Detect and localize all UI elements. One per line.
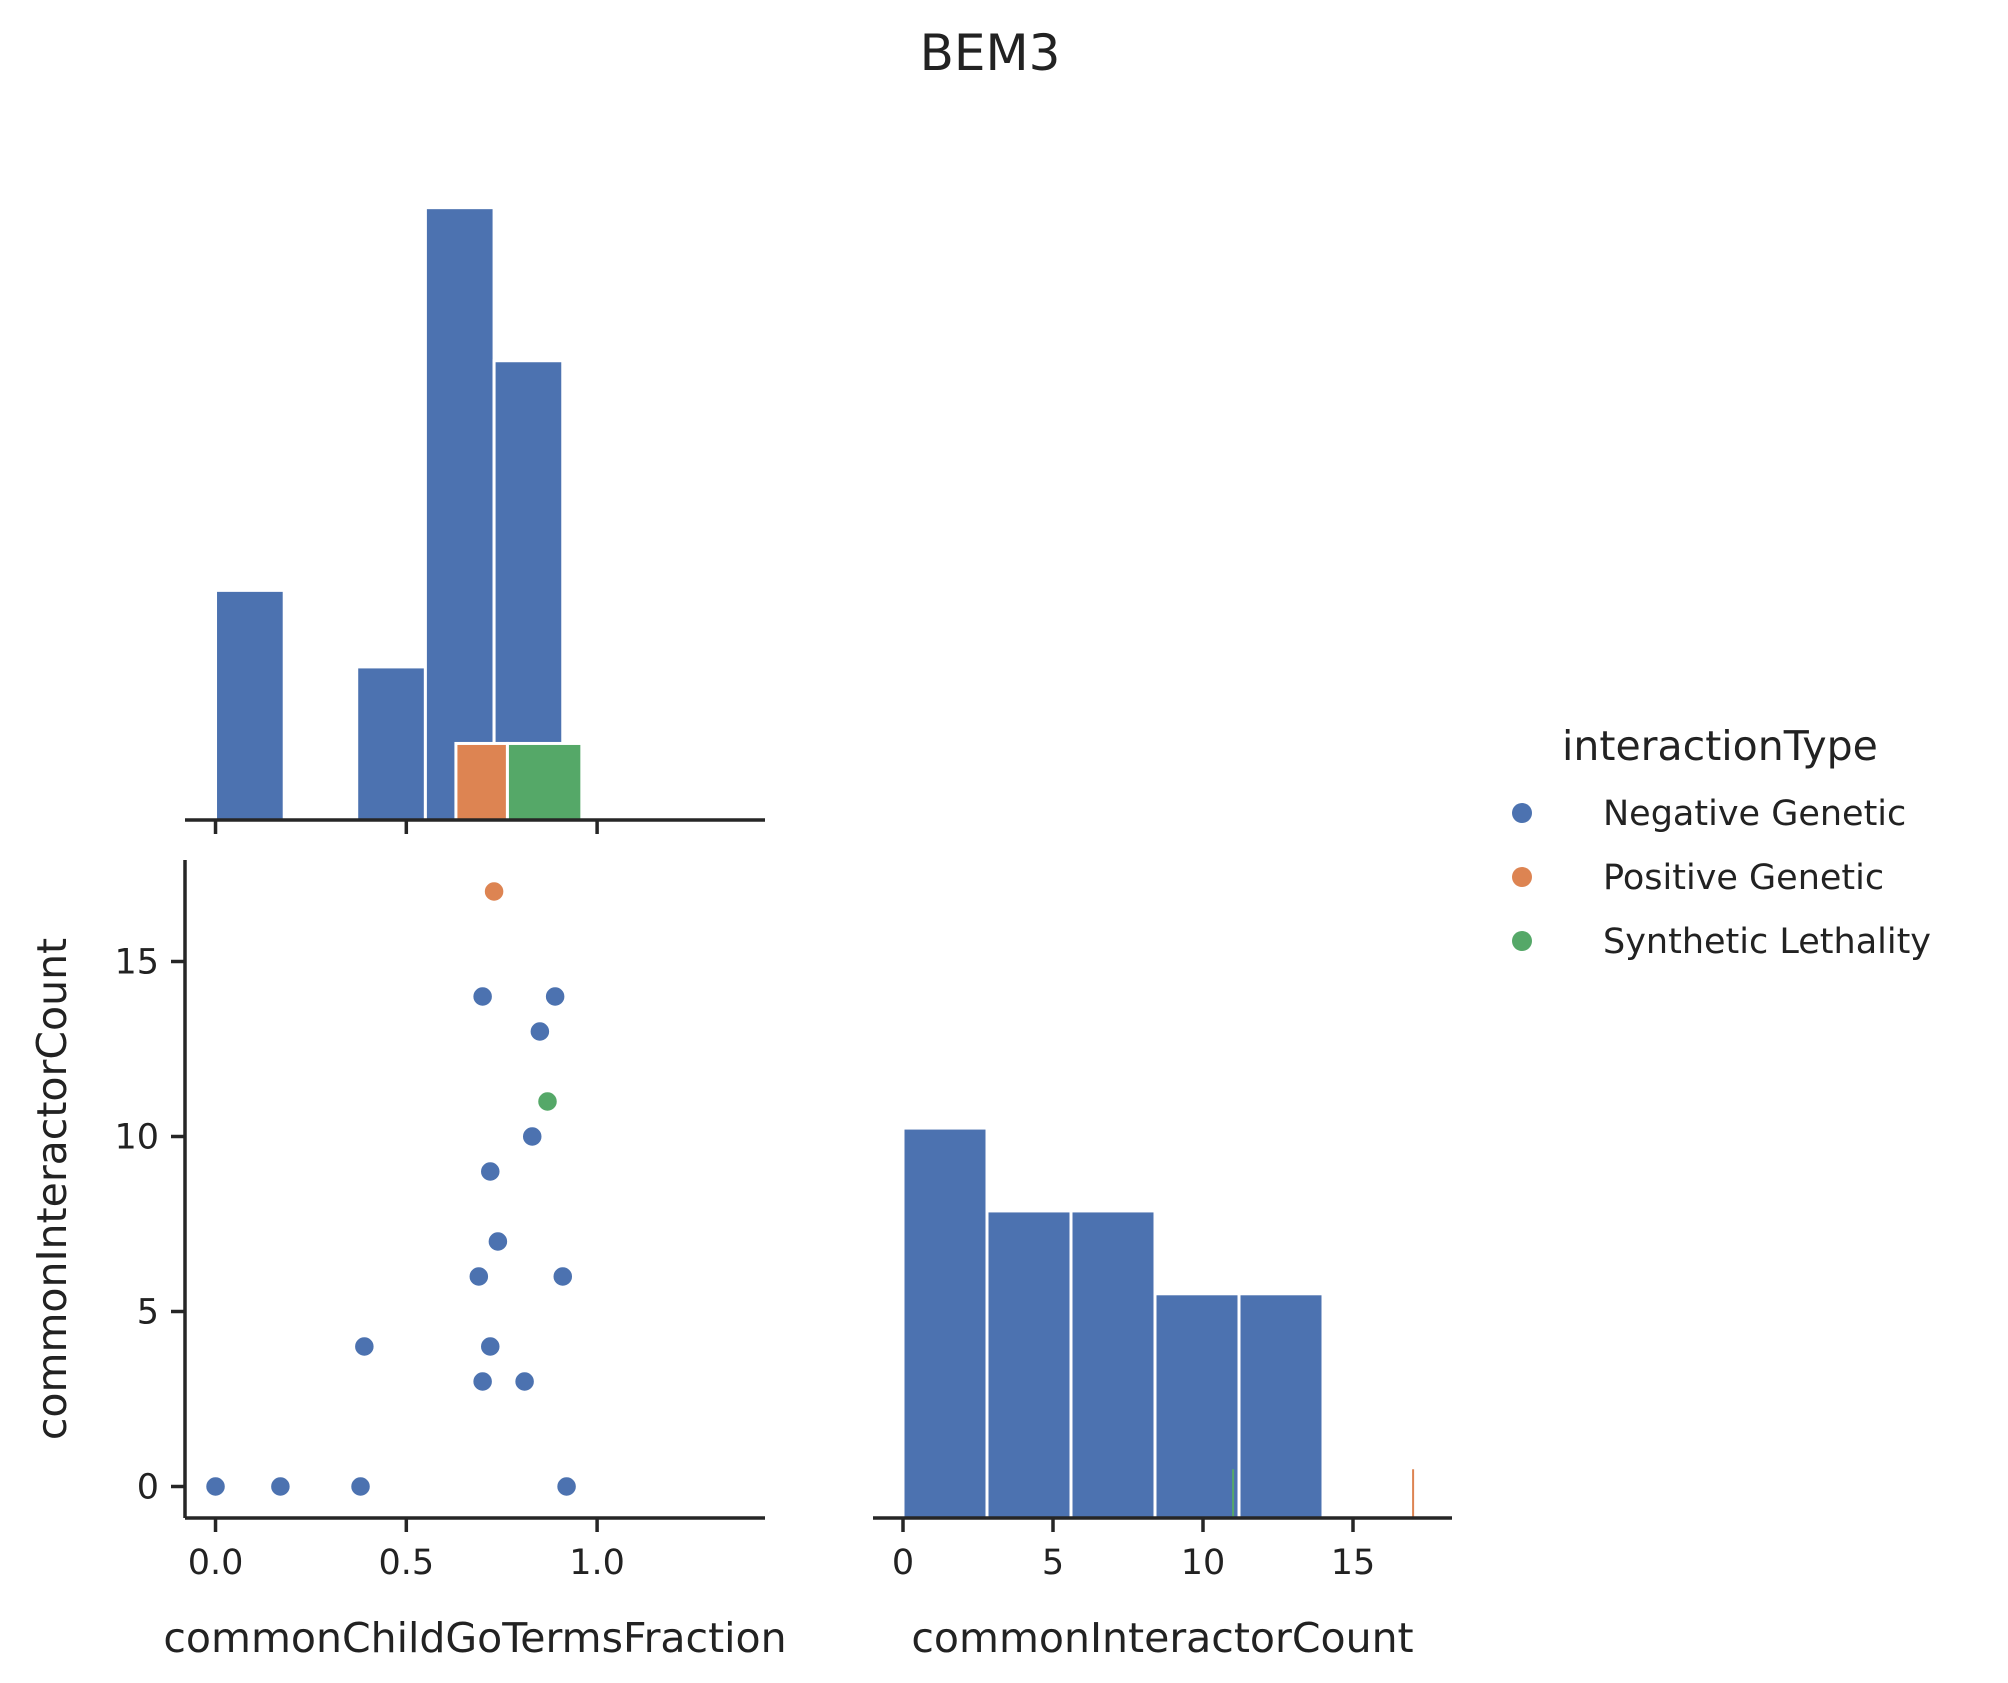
x-axis-label: commonChildGoTermsFraction <box>163 1614 786 1662</box>
legend-marker-negative-genetic <box>1512 803 1532 823</box>
scatter-point-negative-genetic-0 <box>204 1475 227 1498</box>
legend-label-synthetic-lethality: Synthetic Lethality <box>1603 922 1931 962</box>
legend-label-positive-genetic: Positive Genetic <box>1603 858 1884 898</box>
scatter-point-negative-genetic-1 <box>269 1475 292 1498</box>
scatter-point-negative-genetic-9 <box>552 1265 574 1288</box>
hist-bar-negative-genetic-1 <box>985 1209 1073 1520</box>
hist-bar-negative-genetic-2 <box>423 206 496 822</box>
panel-scatter: 0 5 10 15 0.0 0.5 1.0 commonChildGoTermsFractio… <box>28 860 787 1662</box>
scatter-point-positive-genetic-0 <box>483 880 505 903</box>
y-tick-label-1: 5 <box>137 1293 159 1333</box>
hist-bar-negative-genetic-3 <box>1153 1292 1241 1520</box>
hist-bar-negative-genetic-4 <box>1237 1292 1325 1520</box>
scatter-point-negative-genetic-15 <box>544 985 566 1008</box>
scatter-point-negative-genetic-13 <box>529 1020 551 1043</box>
scatter-point-negative-genetic-5 <box>479 1335 502 1358</box>
panel-hist-fraction <box>185 206 765 834</box>
legend-label-negative-genetic: Negative Genetic <box>1603 794 1906 834</box>
scatter-point-synthetic-lethality-0 <box>536 1090 559 1113</box>
x-tick-label-0: 0 <box>892 1543 914 1583</box>
x-tick-label-1: 0.5 <box>378 1543 434 1583</box>
y-tick-label-2: 10 <box>114 1118 159 1158</box>
y-tick-label-3: 15 <box>114 943 159 983</box>
legend: interactionType Negative Genetic Positive… <box>1512 722 1931 962</box>
legend-marker-positive-genetic <box>1512 867 1532 887</box>
scatter-point-negative-genetic-14 <box>471 985 494 1008</box>
scatter-point-negative-genetic-10 <box>487 1230 509 1253</box>
hist-bar-synthetic-lethality-0 <box>1232 1469 1235 1518</box>
hist-bar-negative-genetic-0 <box>901 1126 989 1520</box>
x-tick-label-2: 1.0 <box>569 1543 625 1583</box>
scatter-point-negative-genetic-6 <box>471 1370 494 1393</box>
x-axis-label: commonInteractorCount <box>911 1614 1413 1662</box>
hist-bar-negative-genetic-0 <box>214 588 286 822</box>
scatter-point-negative-genetic-12 <box>521 1125 543 1148</box>
hist-bar-positive-genetic-0 <box>1412 1469 1415 1518</box>
y-tick-label-0: 0 <box>137 1468 159 1508</box>
hist-bar-negative-genetic-2 <box>1069 1209 1157 1520</box>
scatter-point-negative-genetic-8 <box>468 1265 490 1288</box>
x-tick-label-2: 10 <box>1181 1543 1226 1583</box>
legend-title: interactionType <box>1562 722 1878 770</box>
scatter-point-negative-genetic-3 <box>555 1475 578 1498</box>
hist-bar-negative-genetic-1 <box>355 665 427 822</box>
scatter-point-negative-genetic-4 <box>353 1335 376 1358</box>
x-tick-label-1: 5 <box>1042 1543 1064 1583</box>
x-tick-label-3: 15 <box>1331 1543 1376 1583</box>
figure-title: BEM3 <box>920 24 1061 82</box>
legend-marker-synthetic-lethality <box>1512 931 1532 951</box>
scatter-point-negative-genetic-7 <box>513 1370 536 1393</box>
x-tick-label-0: 0.0 <box>188 1543 244 1583</box>
panel-hist-count: 0 5 10 15 commonInteractorCount <box>873 1126 1452 1662</box>
hist-bar-synthetic-lethality-0 <box>505 741 584 822</box>
scatter-point-negative-genetic-2 <box>349 1475 372 1498</box>
y-axis-label: commonInteractorCount <box>28 938 76 1440</box>
hist-bar-positive-genetic-0 <box>454 741 509 822</box>
scatter-point-negative-genetic-11 <box>479 1160 502 1183</box>
